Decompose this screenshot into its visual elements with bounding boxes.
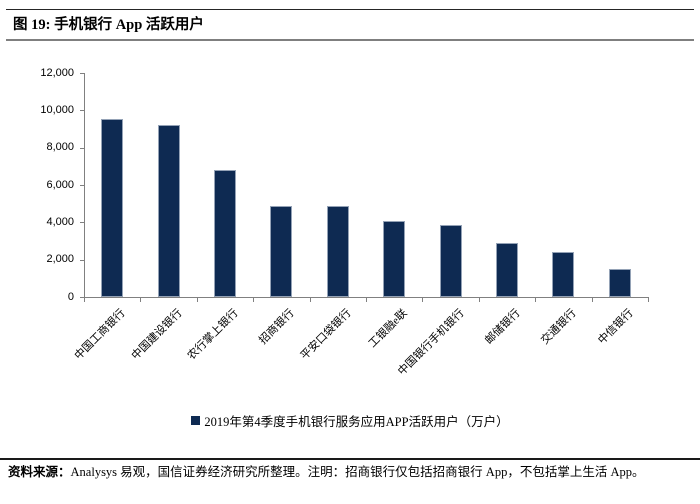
x-category-label: 招商银行 — [257, 307, 297, 347]
y-tick-label: 2,000 — [46, 253, 74, 266]
x-tick — [253, 298, 255, 302]
x-category-label: 农行掌上银行 — [185, 307, 241, 363]
x-tick — [478, 298, 480, 302]
y-tick — [80, 148, 84, 149]
x-tick — [422, 298, 424, 302]
plot-area — [84, 73, 649, 298]
x-category-label: 中国工商银行 — [72, 307, 128, 363]
y-tick — [80, 73, 84, 74]
bar — [326, 205, 349, 297]
y-tick — [80, 185, 84, 186]
x-category-label: 中信银行 — [595, 307, 636, 347]
y-tick — [80, 222, 84, 223]
bar — [101, 118, 124, 297]
x-tick — [309, 298, 311, 302]
bar — [496, 243, 518, 297]
legend-marker-icon — [191, 416, 201, 425]
x-category-label: 中国建设银行 — [129, 307, 185, 363]
y-tick-label: 0 — [67, 290, 74, 303]
x-category-label: 工银融e联 — [366, 307, 410, 351]
x-tick — [591, 298, 593, 302]
footer-rule — [0, 458, 700, 460]
y-tick-label: 8,000 — [46, 141, 74, 154]
bar — [270, 205, 293, 297]
x-tick — [535, 298, 537, 302]
y-tick-label: 12,000 — [40, 66, 74, 79]
bar — [214, 170, 236, 297]
bar — [608, 268, 631, 297]
source-text: Analysys 易观，国信证券经济研究所整理。注明：招商银行仅包括招商银行 A… — [70, 465, 645, 479]
figure-title: 图 19: 手机银行 App 活跃用户 — [13, 17, 204, 33]
legend-label: 2019年第4季度手机银行服务应用APP活跃用户（万户） — [204, 415, 509, 429]
y-tick-label: 4,000 — [46, 215, 74, 228]
x-tick — [366, 298, 367, 302]
source-label: 资料来源： — [8, 465, 71, 479]
y-tick — [80, 260, 84, 261]
title-rule-bottom — [6, 39, 694, 41]
legend: 2019年第4季度手机银行服务应用APP活跃用户（万户） — [0, 411, 700, 430]
x-tick — [648, 298, 649, 302]
source-note: 资料来源：Analysys 易观，国信证券经济研究所整理。注明：招商银行仅包括招… — [8, 464, 688, 482]
x-category-label: 邮储银行 — [483, 307, 523, 347]
bar — [439, 224, 462, 297]
bar — [383, 220, 406, 297]
x-category-label: 交通银行 — [539, 307, 579, 347]
y-tick-label: 10,000 — [40, 103, 74, 116]
bar — [552, 251, 575, 297]
title-rule-top — [6, 9, 694, 10]
bar — [157, 125, 180, 297]
y-tick — [80, 110, 84, 111]
x-tick — [140, 298, 142, 302]
x-tick — [84, 298, 85, 302]
x-tick — [196, 298, 198, 302]
y-tick-label: 6,000 — [46, 178, 74, 191]
x-category-label: 平安口袋银行 — [298, 307, 354, 363]
y-tick — [80, 297, 84, 298]
